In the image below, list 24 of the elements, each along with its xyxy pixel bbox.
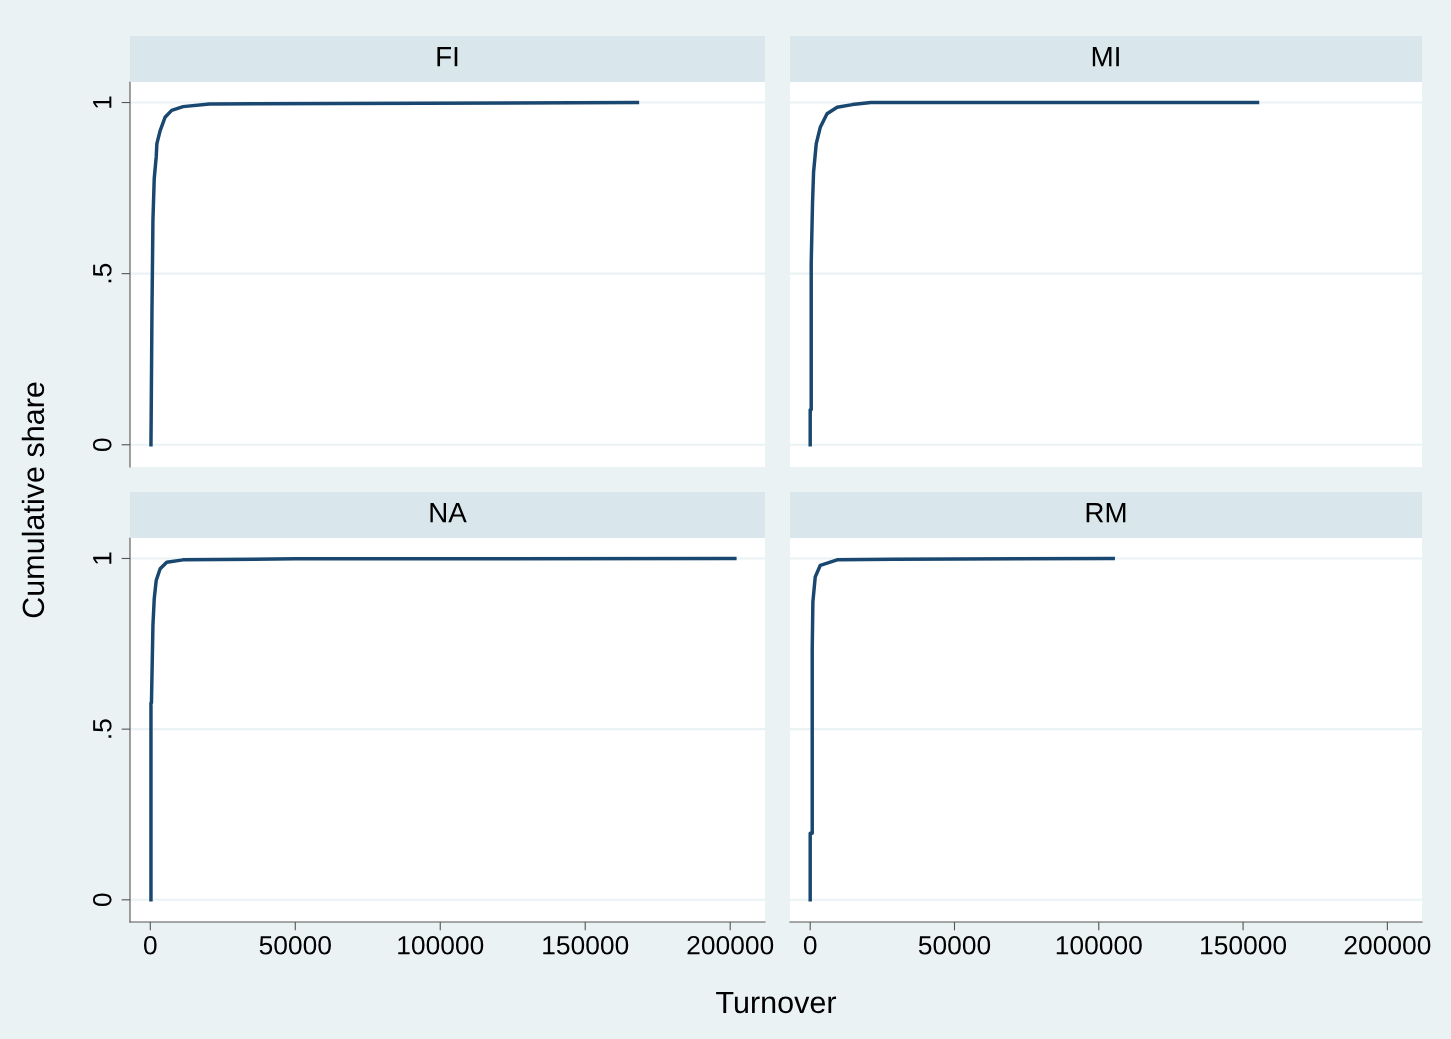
chart-title: FI: [437, 47, 458, 67]
y-tick-label: 0: [92, 893, 112, 907]
x-tick-label: 100000: [1056, 935, 1142, 955]
x-tick-label: 100000: [398, 935, 484, 955]
x-tick-label: 50000: [259, 935, 331, 955]
y-axis-title: Cumulative share: [21, 382, 45, 618]
y-tick-label: .5: [93, 263, 112, 283]
y-tick-label: 1: [93, 552, 112, 564]
y-tick-label: .5: [93, 719, 112, 738]
x-tick-label: 50000: [918, 935, 991, 955]
x-tick-label: 150000: [1201, 935, 1287, 955]
x-tick-label: 0: [143, 935, 157, 955]
x-tick-label: 200000: [1344, 935, 1431, 955]
line-series: [149, 100, 640, 447]
chart-title: MI: [1092, 47, 1119, 67]
chart-title: NA: [430, 503, 467, 523]
x-tick-label: 150000: [543, 935, 629, 955]
x-tick-label: 0: [803, 935, 817, 955]
chart-title: RM: [1086, 503, 1126, 523]
line-series: [149, 556, 737, 902]
x-tick-label: 200000: [687, 935, 774, 955]
x-axis-title: Turnover: [716, 991, 837, 1014]
y-tick-label: 1: [93, 96, 112, 108]
y-tick-label: 0: [92, 438, 112, 452]
